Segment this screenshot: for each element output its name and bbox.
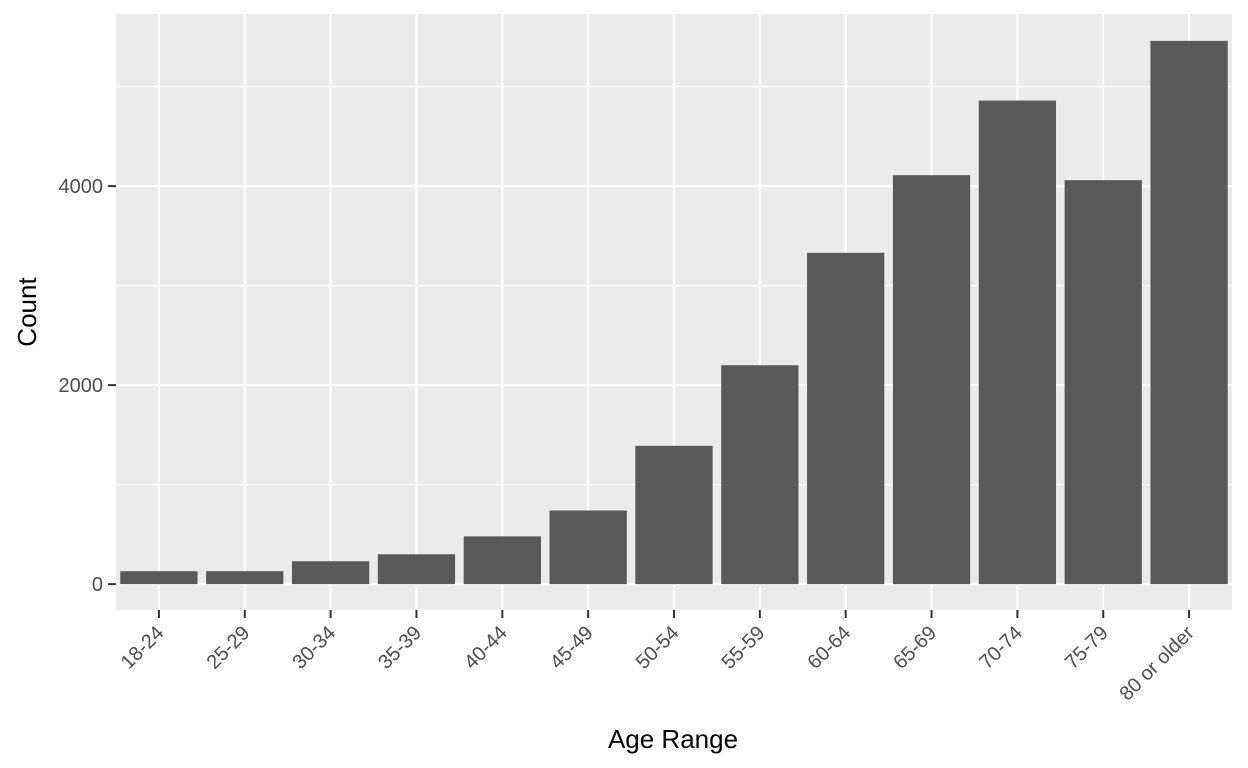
y-axis: 0 2000 4000 [59,176,116,596]
bar [978,100,1057,585]
bar [807,252,885,585]
x-tick-label: 18-24 [117,622,169,674]
bar [463,536,541,585]
x-axis-title: Age Range [608,724,738,754]
x-tick-label: 80 or older [1115,622,1198,705]
x-tick-label: 50-54 [632,622,684,674]
y-axis-title: Count [12,277,42,347]
x-tick-label: 60-64 [803,622,855,674]
bars [120,40,1228,585]
x-tick-label: 75-79 [1061,622,1113,674]
x-tick-label: 65-69 [889,622,941,674]
y-tick-label: 4000 [59,176,104,198]
x-tick-label: 55-59 [718,622,770,674]
x-tick-label: 70-74 [975,622,1027,674]
x-tick-label: 30-34 [288,622,340,674]
bar [120,571,198,585]
bar [635,445,713,585]
x-tick-label: 40-44 [460,622,512,674]
y-tick-label: 2000 [59,375,104,397]
bar [1064,180,1142,585]
x-axis: 18-24 25-29 30-34 35-39 40-44 45-49 50-54 55-59… [117,610,1199,705]
bar [377,554,456,585]
bar [206,571,284,585]
x-tick-label: 45-49 [546,622,598,674]
bar [892,175,971,585]
x-tick-label: 25-29 [203,622,255,674]
bar [291,561,370,585]
y-tick-label: 0 [92,574,103,596]
bar [1150,40,1228,585]
bar [721,365,799,585]
bar [549,510,627,585]
x-tick-label: 35-39 [374,622,426,674]
